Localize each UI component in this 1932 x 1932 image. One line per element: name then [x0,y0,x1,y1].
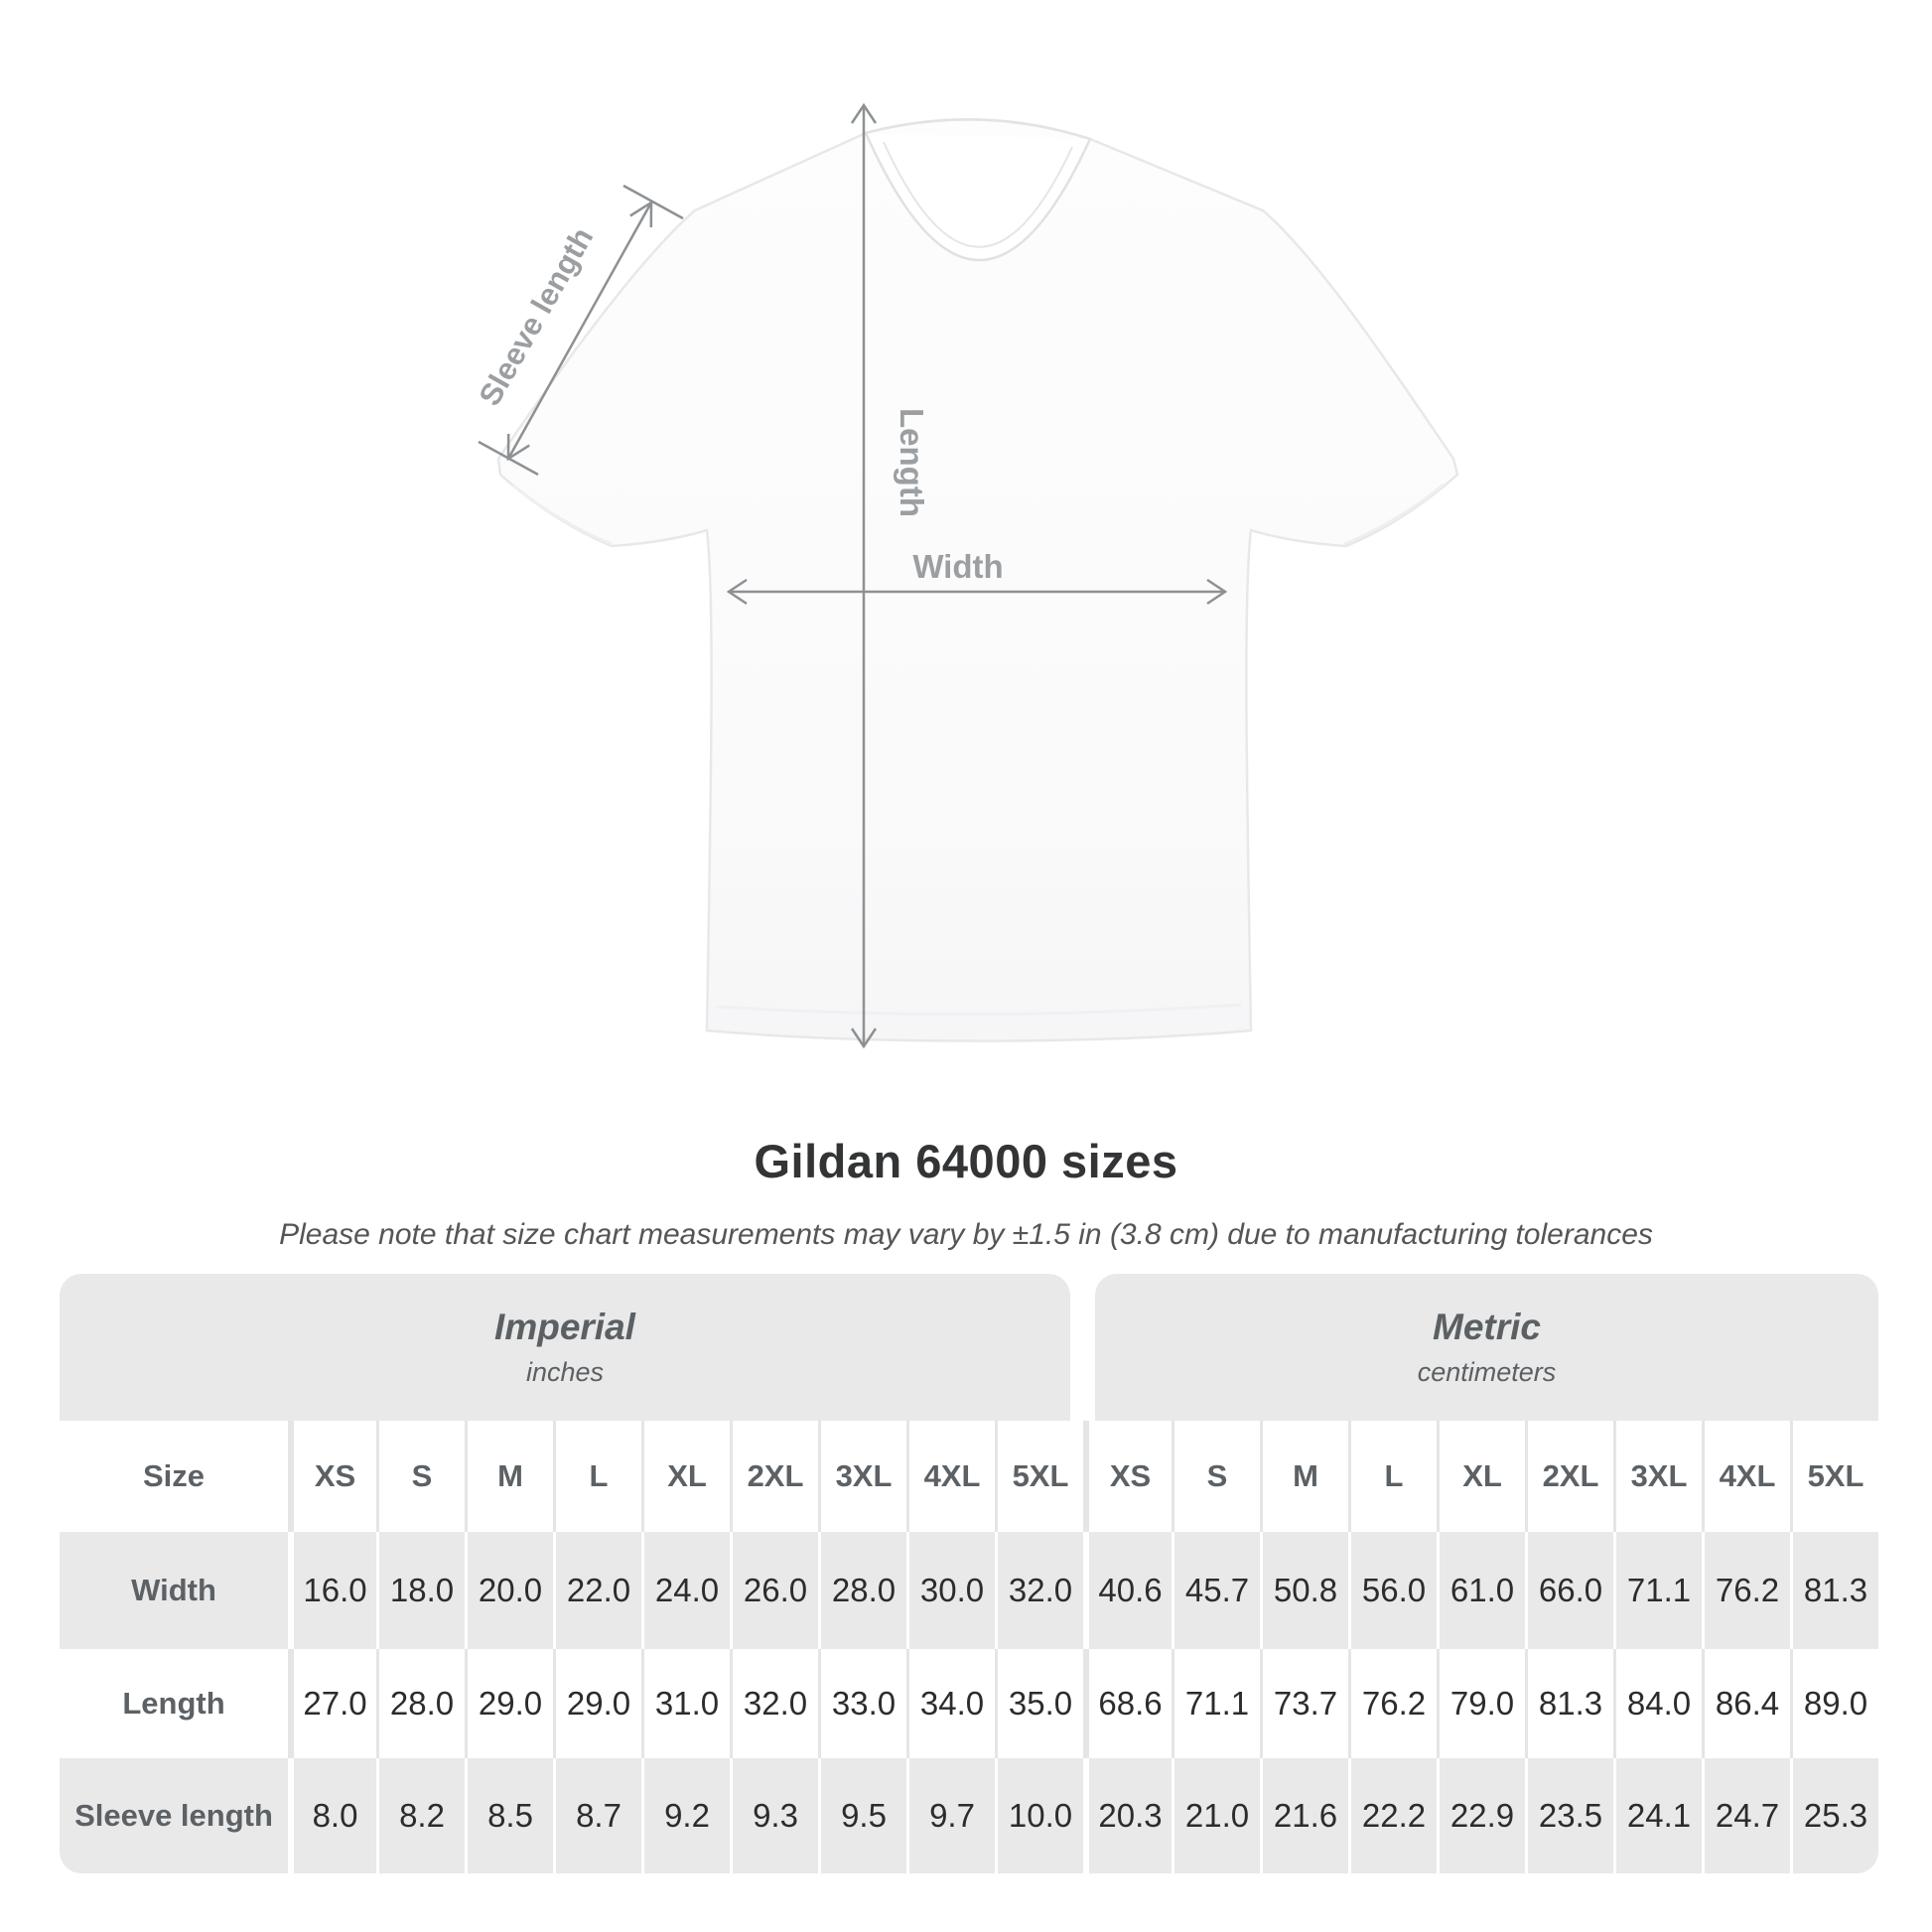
size-cell: XS [288,1421,376,1532]
value-cell: 61.0 [1437,1532,1525,1649]
value-cell: 27.0 [288,1649,376,1758]
size-cell: M [1260,1421,1348,1532]
value-cell: 8.7 [553,1758,641,1873]
metric-unit: centimeters [1417,1357,1557,1387]
row-label: Width [131,1573,216,1607]
value-cell: 68.6 [1083,1649,1172,1758]
value-cell: 73.7 [1260,1649,1348,1758]
value-cell: 84.0 [1613,1649,1702,1758]
size-cell: 5XL [1790,1421,1878,1532]
length-arrow [850,102,878,1049]
sleeve-length-arrow [478,184,684,477]
value-cell: 35.0 [995,1649,1083,1758]
value-cell: 21.6 [1260,1758,1348,1873]
tolerance-note: Please note that size chart measurements… [279,1218,1653,1251]
imperial-header: Imperial inches [60,1274,1070,1421]
width-label: Width [912,548,1003,585]
size-cell: S [376,1421,465,1532]
size-cell: 3XL [818,1421,906,1532]
value-cell: 16.0 [288,1532,376,1649]
size-header-row: Size XS S M L XL 2XL 3XL 4XL 5XL XS S M … [60,1421,1878,1532]
imperial-unit: inches [525,1357,605,1387]
value-cell: 33.0 [818,1649,906,1758]
value-cell: 34.0 [906,1649,995,1758]
size-cell: 5XL [995,1421,1083,1532]
size-cell: 3XL [1613,1421,1702,1532]
collar [864,118,1092,262]
size-cell: M [465,1421,553,1532]
size-cell: 4XL [906,1421,995,1532]
size-cell: L [553,1421,641,1532]
value-cell: 40.6 [1083,1532,1172,1649]
value-cell: 24.7 [1702,1758,1790,1873]
value-cell: 8.0 [288,1758,376,1873]
value-cell: 31.0 [641,1649,730,1758]
value-cell: 71.1 [1613,1532,1702,1649]
value-cell: 79.0 [1437,1649,1525,1758]
value-cell: 22.2 [1348,1758,1437,1873]
table-row-width: Width 16.0 18.0 20.0 22.0 24.0 26.0 28.0… [60,1532,1878,1649]
width-arrow [726,578,1228,606]
value-cell: 20.3 [1083,1758,1172,1873]
row-label: Sleeve length [74,1798,273,1833]
size-cell: S [1172,1421,1260,1532]
size-header-cell: Size [142,1458,206,1493]
page-title: Gildan 64000 sizes [754,1135,1178,1187]
value-cell: 8.2 [376,1758,465,1873]
value-cell: 10.0 [995,1758,1083,1873]
imperial-title: Imperial [494,1307,635,1347]
size-cell: XL [1437,1421,1525,1532]
value-cell: 81.3 [1525,1649,1613,1758]
value-cell: 8.5 [465,1758,553,1873]
value-cell: 24.0 [641,1532,730,1649]
value-cell: 71.1 [1172,1649,1260,1758]
value-cell: 32.0 [730,1649,818,1758]
size-cell: XS [1083,1421,1172,1532]
value-cell: 32.0 [995,1532,1083,1649]
length-label: Length [894,408,930,517]
value-cell: 29.0 [465,1649,553,1758]
value-cell: 66.0 [1525,1532,1613,1649]
size-table: Imperial inches Metric centimeters Size … [60,1274,1878,1873]
metric-title: Metric [1433,1307,1541,1347]
value-cell: 28.0 [818,1532,906,1649]
row-label: Length [122,1686,225,1721]
tshirt-graphic [496,118,1459,1042]
value-cell: 20.0 [465,1532,553,1649]
value-cell: 76.2 [1348,1649,1437,1758]
value-cell: 89.0 [1790,1649,1878,1758]
unit-header-band: Imperial inches Metric centimeters [60,1274,1878,1421]
value-cell: 23.5 [1525,1758,1613,1873]
tshirt-diagram: Sleeve length Length Width [472,102,1459,1049]
value-cell: 81.3 [1790,1532,1878,1649]
value-cell: 30.0 [906,1532,995,1649]
size-cell: 2XL [1525,1421,1613,1532]
value-cell: 28.0 [376,1649,465,1758]
table-row-length: Length 27.0 28.0 29.0 29.0 31.0 32.0 33.… [60,1649,1878,1758]
value-cell: 21.0 [1172,1758,1260,1873]
value-cell: 86.4 [1702,1649,1790,1758]
value-cell: 50.8 [1260,1532,1348,1649]
value-cell: 25.3 [1790,1758,1878,1873]
table-row-sleeve-length: Sleeve length 8.0 8.2 8.5 8.7 9.2 9.3 9.… [60,1758,1878,1873]
value-cell: 24.1 [1613,1758,1702,1873]
value-cell: 9.3 [730,1758,818,1873]
value-cell: 76.2 [1702,1532,1790,1649]
value-cell: 26.0 [730,1532,818,1649]
value-cell: 9.7 [906,1758,995,1873]
size-cell: 2XL [730,1421,818,1532]
value-cell: 9.2 [641,1758,730,1873]
value-cell: 18.0 [376,1532,465,1649]
value-cell: 22.9 [1437,1758,1525,1873]
value-cell: 29.0 [553,1649,641,1758]
size-cell: XL [641,1421,730,1532]
metric-header: Metric centimeters [1095,1274,1878,1421]
size-cell: 4XL [1702,1421,1790,1532]
value-cell: 56.0 [1348,1532,1437,1649]
size-cell: L [1348,1421,1437,1532]
value-cell: 45.7 [1172,1532,1260,1649]
value-cell: 9.5 [818,1758,906,1873]
value-cell: 22.0 [553,1532,641,1649]
